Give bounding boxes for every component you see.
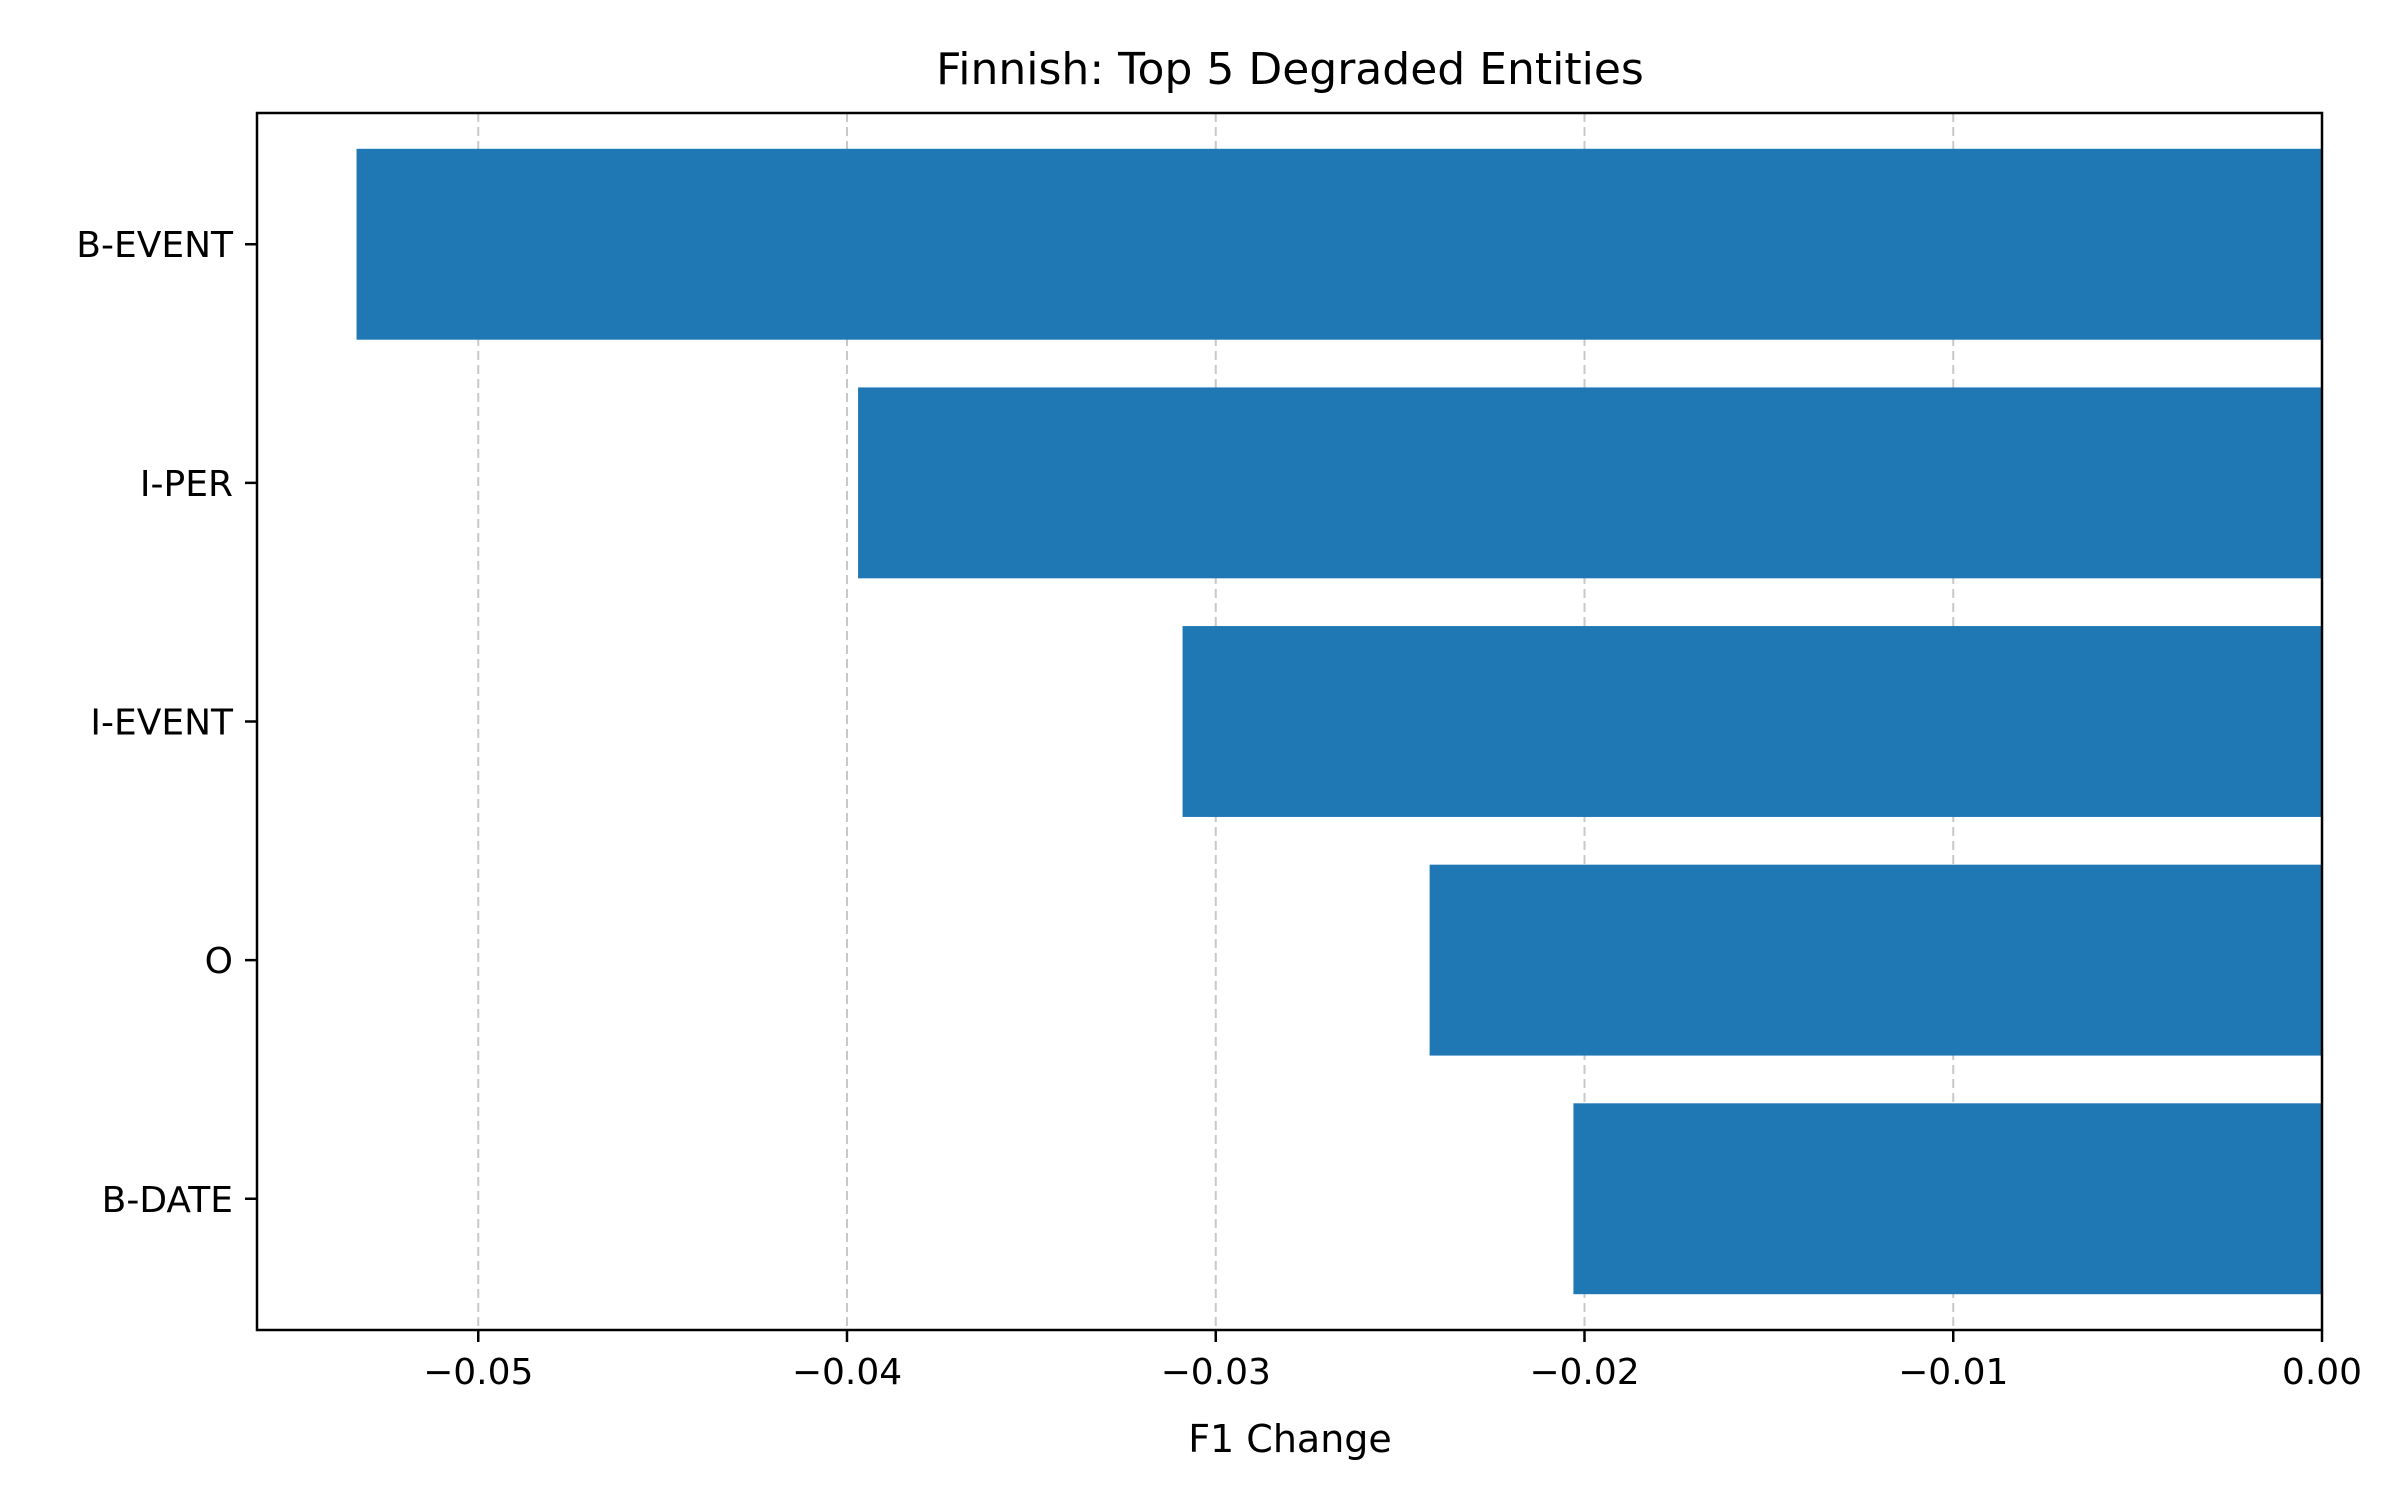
bar-i-per	[858, 387, 2322, 579]
chart-title: Finnish: Top 5 Degraded Entities	[936, 44, 1644, 95]
bar-b-event	[356, 148, 2322, 340]
x-axis-ticks: −0.05 −0.04 −0.03 −0.02 −0.01 0.00	[423, 1330, 2362, 1393]
x-tick-label-0: −0.05	[423, 1352, 533, 1393]
x-tick-label-1: −0.04	[792, 1352, 902, 1393]
bar-o	[1429, 864, 2322, 1056]
x-tick-label-5: 0.00	[2282, 1352, 2362, 1393]
y-tick-label-b-date: B-DATE	[102, 1180, 233, 1221]
y-tick-label-b-event: B-EVENT	[76, 225, 234, 266]
bar-b-date	[1573, 1103, 2322, 1295]
x-tick-label-2: −0.03	[1161, 1352, 1271, 1393]
x-tick-label-4: −0.01	[1898, 1352, 2008, 1393]
bar-i-event	[1182, 626, 2322, 817]
x-axis-label: F1 Change	[1188, 1417, 1392, 1461]
x-tick-label-3: −0.02	[1529, 1352, 1639, 1393]
y-tick-label-i-per: I-PER	[140, 464, 233, 505]
bars	[356, 148, 2322, 1295]
y-tick-label-i-event: I-EVENT	[90, 703, 234, 744]
y-tick-label-o: O	[205, 941, 233, 982]
y-axis-ticks: B-EVENT I-PER I-EVENT O B-DATE	[76, 225, 257, 1221]
